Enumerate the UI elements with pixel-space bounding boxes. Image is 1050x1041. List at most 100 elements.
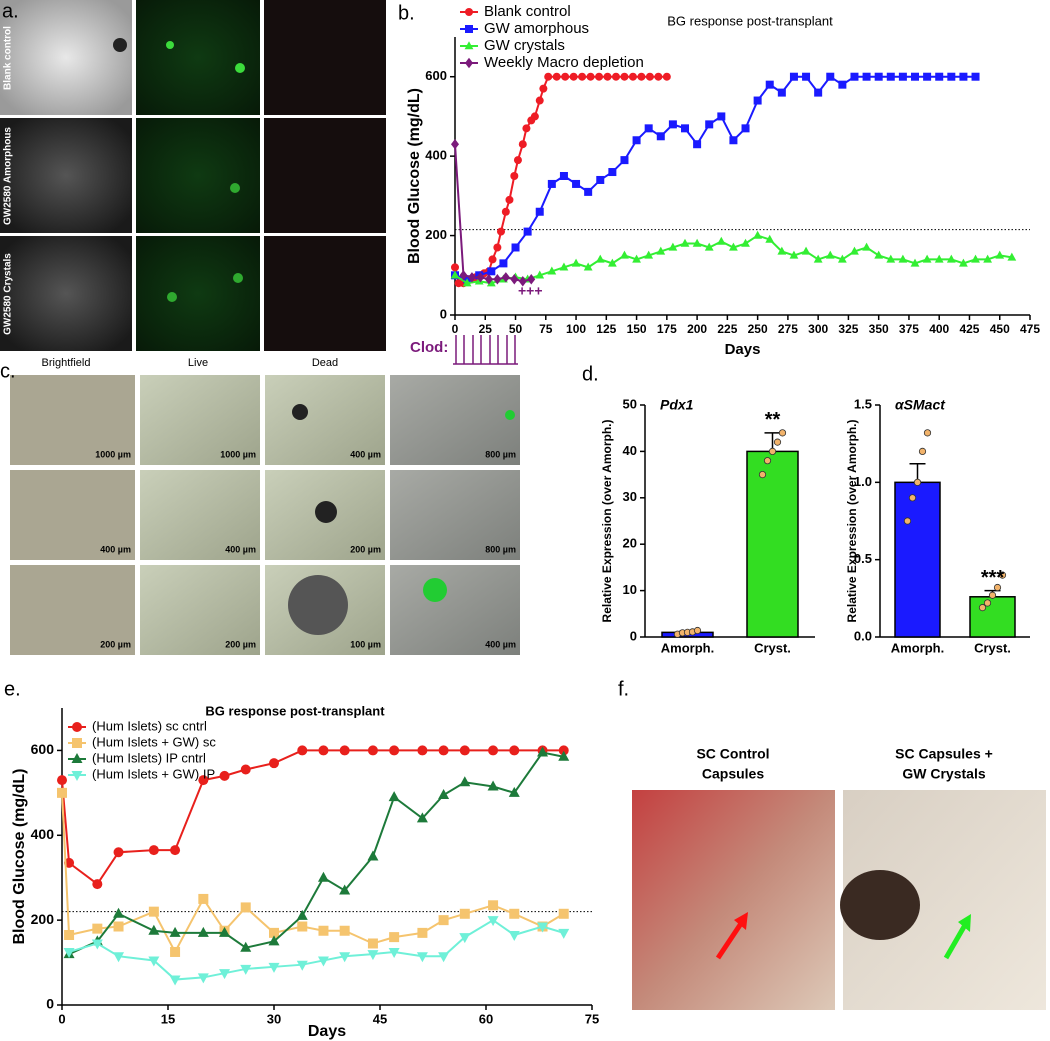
point [518,276,527,287]
x-tick-label: 275 [778,322,798,336]
point [826,72,835,81]
photo-label: GW Crystals [902,766,985,782]
scale-label: 400 µm [350,449,381,459]
data-point [923,429,932,437]
y-tick-label: 400 [31,826,55,842]
y-tick-label: 20 [623,536,637,551]
point [814,88,823,97]
point [584,187,593,196]
point [388,947,400,958]
point [451,139,459,150]
point [765,80,774,89]
point [934,254,944,263]
image [265,375,385,465]
islet [230,183,240,193]
point [862,72,871,81]
y-tick-label: 200 [425,227,447,242]
y-tick-label: 40 [623,443,637,458]
islet [166,41,174,49]
panel-c-images [10,375,520,655]
x-tick-label: 75 [585,1011,599,1026]
point [459,776,471,787]
y-tick-label: 0 [440,306,447,321]
point [662,72,671,81]
point [535,270,545,279]
point [535,96,544,105]
panel-letter: a. [2,0,19,22]
point [488,745,499,756]
image [390,375,520,465]
point [465,25,473,33]
point [388,791,400,802]
point [297,745,308,756]
point [578,72,587,81]
x-tick-label: 475 [1020,322,1040,336]
point [57,787,67,798]
bar [894,481,941,638]
point [57,775,67,786]
point [644,124,653,133]
legend-label: (Hum Islets) IP cntrl [92,750,206,765]
photo-label: SC Capsules + [895,746,993,762]
point [741,124,750,133]
point [389,932,400,943]
point [692,238,702,247]
point [240,941,252,952]
image [0,118,132,233]
point [72,738,82,748]
point [898,254,908,263]
point [620,250,629,259]
scale-label: 200 µm [100,639,131,649]
point [499,259,508,268]
x-tick-label: 15 [161,1011,175,1026]
series-line [454,75,976,281]
point [505,195,514,204]
point [558,928,570,939]
point [586,72,595,81]
point [92,879,103,890]
bar [746,450,799,638]
y-tick-label: 50 [623,396,637,411]
point [523,227,532,236]
point [240,902,251,913]
x-tick-label: Cryst. [754,640,791,655]
islet [233,273,243,283]
x-tick-label: 225 [717,322,737,336]
point [705,120,714,129]
point [459,270,468,281]
point [789,250,799,259]
x-tick-label: 300 [808,322,828,336]
point [656,132,665,141]
row-label: Blank control [3,26,14,90]
point [777,246,787,255]
point [113,847,124,858]
legend-label: (Hum Islets) sc cntrl [92,718,207,733]
point [113,952,125,963]
image [264,118,386,233]
point [462,278,472,287]
arrow-head [734,912,748,930]
point [983,254,993,263]
point [508,930,520,941]
point [438,915,449,926]
point [729,242,738,251]
point [509,745,520,756]
legend-label: (Hum Islets + GW) sc [92,734,216,749]
point [654,72,663,81]
point [169,975,181,986]
point [197,973,209,984]
point [693,140,702,149]
x-tick-label: 125 [596,322,616,336]
point [681,124,689,133]
point [317,956,329,967]
point [923,72,932,81]
annotation: *** [981,567,1005,589]
point [765,234,775,243]
point [508,786,520,797]
point [620,156,629,165]
point [558,745,569,756]
point [72,722,82,732]
point [416,812,428,823]
point [501,272,510,283]
image [390,565,520,655]
